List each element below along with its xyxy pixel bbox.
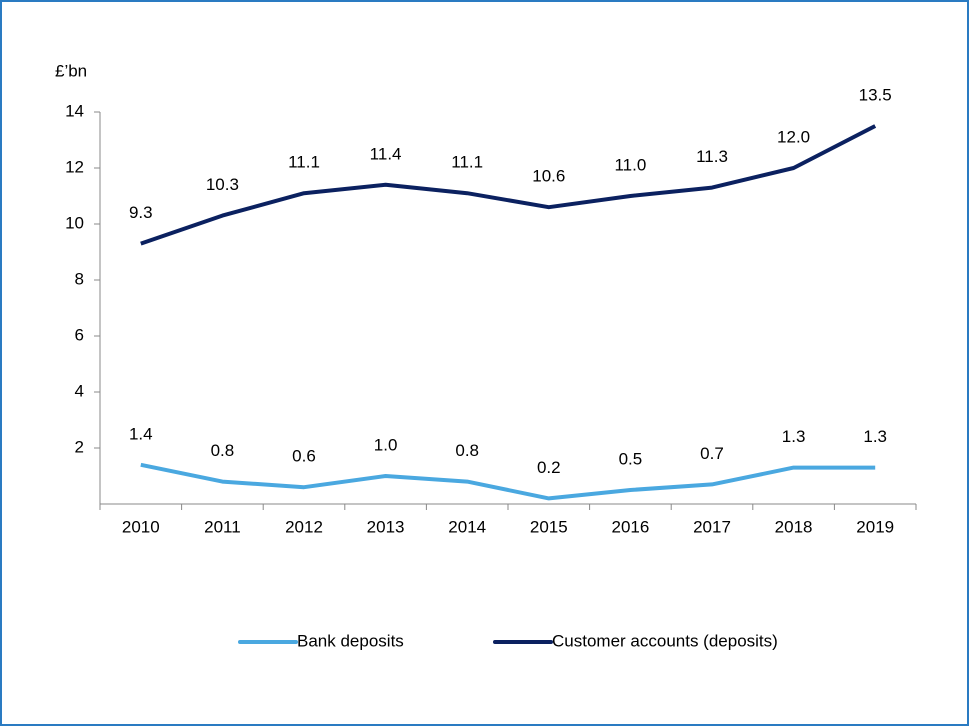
data-label: 11.0 <box>614 155 646 174</box>
x-tick-label: 2018 <box>775 517 813 536</box>
y-tick-label: 10 <box>65 213 84 232</box>
x-tick-label: 2010 <box>122 517 160 536</box>
y-tick-label: 8 <box>75 269 84 288</box>
data-label: 11.3 <box>696 147 728 166</box>
y-tick-label: 12 <box>65 157 84 176</box>
data-label: 1.0 <box>374 435 398 454</box>
data-label: 11.1 <box>288 153 320 172</box>
data-label: 10.3 <box>206 175 239 194</box>
x-tick-label: 2011 <box>204 517 241 536</box>
series-line <box>140 124 877 246</box>
data-label: 0.8 <box>211 441 235 460</box>
data-label: 0.2 <box>537 458 561 477</box>
series-line <box>140 462 876 501</box>
y-tick-label: 14 <box>65 101 84 120</box>
x-tick-label: 2014 <box>448 517 486 536</box>
legend-label: Customer accounts (deposits) <box>552 631 778 650</box>
data-label: 1.3 <box>863 427 887 446</box>
legend-label: Bank deposits <box>297 631 404 650</box>
y-tick-label: 4 <box>75 381 84 400</box>
x-tick-label: 2017 <box>693 517 731 536</box>
data-label: 11.1 <box>451 153 483 172</box>
data-label: 0.8 <box>455 441 479 460</box>
data-label: 0.6 <box>292 447 316 466</box>
data-label: 9.3 <box>129 203 153 222</box>
data-label: 12.0 <box>777 127 810 146</box>
data-label: 11.4 <box>370 144 402 163</box>
y-tick-label: 2 <box>75 437 84 456</box>
data-label: 0.5 <box>619 449 643 468</box>
x-tick-label: 2015 <box>530 517 568 536</box>
x-tick-label: 2012 <box>285 517 323 536</box>
x-tick-label: 2019 <box>856 517 894 536</box>
y-axis-label: £’bn <box>55 61 87 80</box>
data-label: 1.4 <box>129 424 153 443</box>
x-tick-label: 2013 <box>367 517 405 536</box>
data-label: 1.3 <box>782 427 806 446</box>
data-label: 0.7 <box>700 444 724 463</box>
y-tick-label: 6 <box>75 325 84 344</box>
data-label: 13.5 <box>859 85 892 104</box>
x-tick-label: 2016 <box>611 517 649 536</box>
data-label: 10.6 <box>532 167 565 186</box>
